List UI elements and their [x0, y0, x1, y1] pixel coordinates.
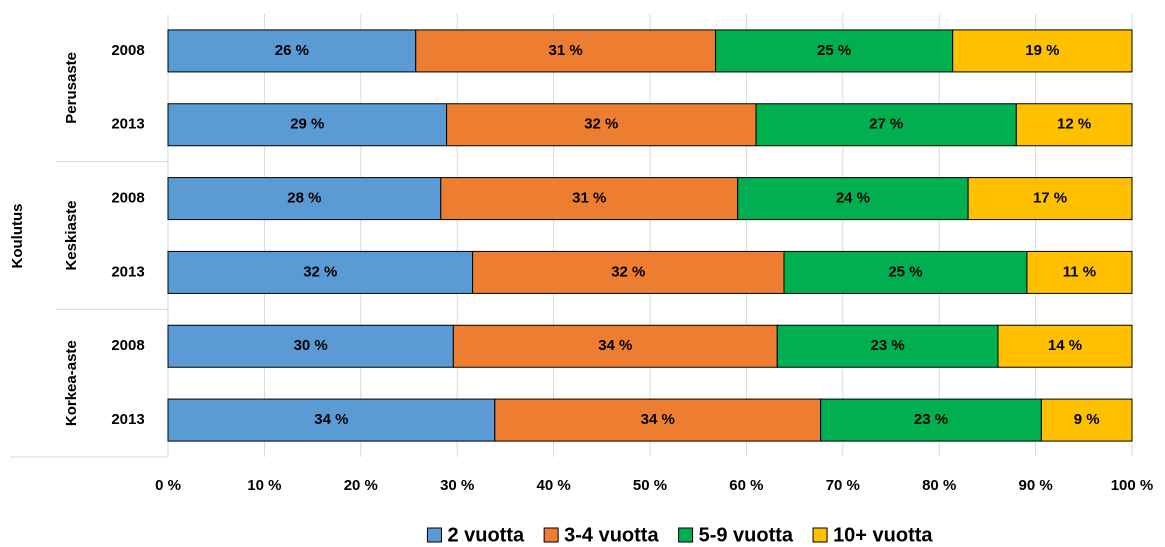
data-label: 32 % [611, 263, 645, 280]
bar-segment [776, 324, 999, 368]
y-axis-label: Koulutus [9, 204, 26, 269]
data-label: 23 % [871, 337, 905, 354]
data-label: 23 % [914, 411, 948, 428]
group-label: Keskiaste [63, 200, 80, 270]
y-tick-label: 2013 [111, 263, 144, 280]
legend-swatch [426, 527, 442, 543]
data-label: 11 % [1063, 263, 1096, 280]
data-label: 27 % [869, 116, 903, 133]
y-tick-label: 2008 [111, 42, 144, 59]
data-label: 31 % [572, 190, 606, 207]
bar-segment [472, 250, 785, 294]
data-label: 24 % [836, 190, 870, 207]
legend-label: 3-4 vuotta [564, 524, 659, 546]
data-label: 25 % [888, 263, 922, 280]
data-label: 32 % [584, 116, 618, 133]
data-label: 34 % [314, 411, 348, 428]
bar-segment [820, 398, 1042, 442]
group-label: Korkea-aste [63, 340, 80, 426]
group-label: Perusaste [63, 52, 80, 124]
x-tick-label: 40 % [536, 477, 570, 494]
legend-swatch [678, 527, 694, 543]
bar-segment [1040, 398, 1133, 442]
bar-segment [440, 177, 739, 221]
bar-segment [167, 250, 474, 294]
bar-segment [737, 177, 969, 221]
data-label: 12 % [1057, 116, 1091, 133]
bar-segment [997, 324, 1133, 368]
x-tick-label: 0 % [155, 477, 181, 494]
x-tick-label: 80 % [922, 477, 956, 494]
bar-segment [167, 324, 454, 368]
x-tick-label: 100 % [1111, 477, 1154, 494]
data-label: 34 % [598, 337, 632, 354]
x-tick-label: 90 % [1018, 477, 1052, 494]
y-tick-label: 2008 [111, 337, 144, 354]
bar-segment [967, 177, 1133, 221]
y-tick-label: 2013 [111, 411, 144, 428]
legend-swatch [543, 527, 559, 543]
bar-segment [167, 29, 417, 73]
data-label: 25 % [817, 42, 851, 59]
bar-segment [167, 103, 448, 147]
x-tick-label: 50 % [633, 477, 667, 494]
bar-segment [452, 324, 778, 368]
data-label: 17 % [1033, 190, 1067, 207]
data-label: 32 % [303, 263, 337, 280]
data-label: 28 % [287, 190, 321, 207]
data-label: 14 % [1048, 337, 1082, 354]
bar-segment [783, 250, 1028, 294]
bar-segment [446, 103, 757, 147]
bar-segment [1015, 103, 1133, 147]
x-tick-label: 60 % [729, 477, 763, 494]
bar-segment [1026, 250, 1133, 294]
x-tick-label: 20 % [344, 477, 378, 494]
x-tick-label: 70 % [826, 477, 860, 494]
bar-segment [167, 177, 442, 221]
legend-label: 10+ vuotta [833, 524, 933, 546]
y-tick-label: 2013 [111, 116, 144, 133]
data-label: 30 % [294, 337, 328, 354]
bar-segment [952, 29, 1133, 73]
y-tick-label: 2008 [111, 190, 144, 207]
bar-segment [715, 29, 954, 73]
bar-segment [167, 398, 496, 442]
data-label: 19 % [1025, 42, 1059, 59]
x-tick-label: 30 % [440, 477, 474, 494]
legend-label: 2 vuotta [447, 524, 525, 546]
data-label: 26 % [275, 42, 309, 59]
data-label: 9 % [1074, 411, 1100, 428]
bar-segment [755, 103, 1017, 147]
data-label: 29 % [290, 116, 324, 133]
x-tick-label: 10 % [247, 477, 281, 494]
legend-swatch [812, 527, 828, 543]
data-label: 34 % [641, 411, 675, 428]
data-label: 31 % [549, 42, 583, 59]
legend-label: 5-9 vuotta [699, 524, 794, 546]
